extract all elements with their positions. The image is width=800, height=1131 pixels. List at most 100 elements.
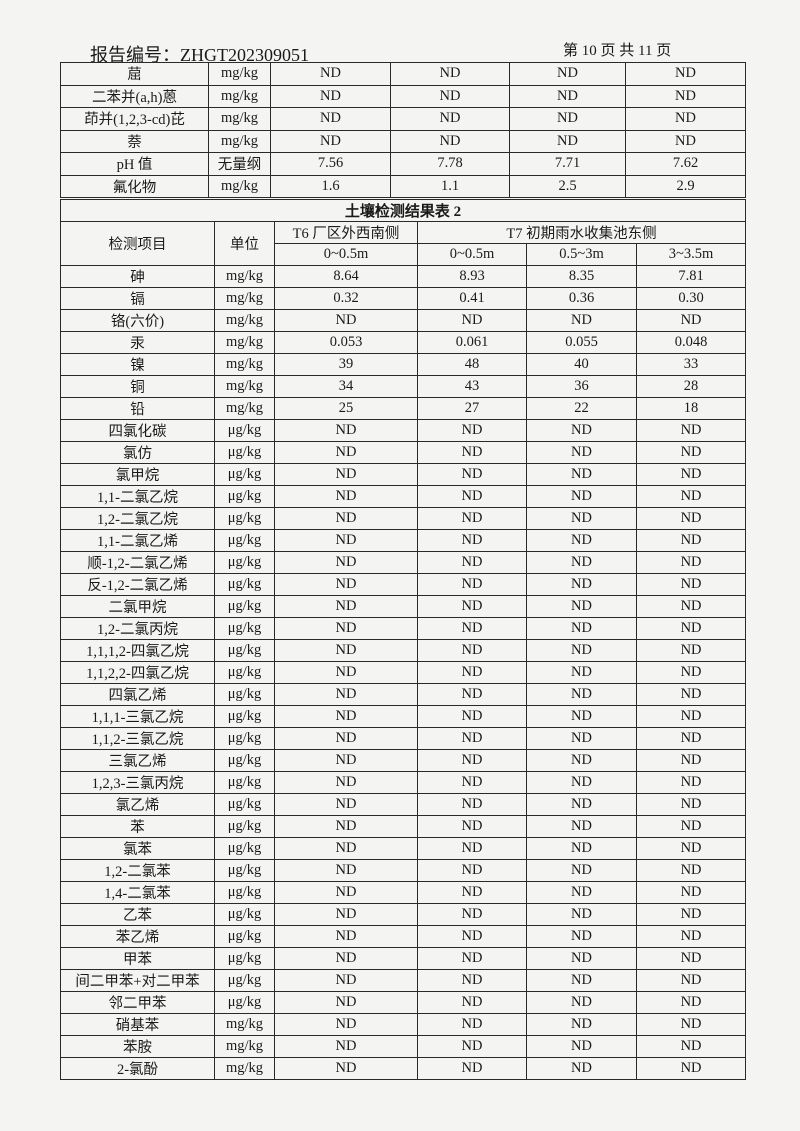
table-row: pH 值无量纲 7.56 7.78 7.71 7.62 (60, 152, 746, 176)
value-t6-0-0.5m: ND (274, 748, 418, 772)
value-t7-3-3.5m: ND (625, 84, 746, 108)
page-indicator: 第 10 页 共 11 页 (563, 43, 672, 59)
table-row: 茚并(1,2,3-cd)芘 mg/kg ND ND ND ND (60, 107, 746, 131)
value-t6-0-0.5m: ND (274, 528, 418, 552)
item-name: 镍 (60, 352, 215, 376)
item-name: 1,2-二氯丙烷 (60, 616, 215, 640)
unit: μg/kg (214, 572, 275, 596)
table-row: 二氯甲烷 μg/kg ND ND ND ND (60, 594, 747, 618)
value-t7-3-3.5m: ND (635, 440, 747, 464)
value-t7-0.5-3m: ND (526, 1012, 637, 1036)
value-t7-0-0.5m: ND (417, 726, 527, 750)
value-t7-3-3.5m: ND (625, 107, 746, 131)
item-name: 苯胺 (60, 1034, 215, 1058)
value-t7-0-0.5m: 48 (417, 352, 527, 376)
unit: mg/kg (214, 1034, 275, 1058)
value-t7-0-0.5m: ND (417, 880, 527, 904)
unit: mg/kg (214, 396, 275, 420)
item-name: 1,2,3-三氯丙烷 (60, 770, 215, 794)
value-t7-0-0.5m: ND (417, 418, 527, 442)
table-row: 间二甲苯+对二甲苯 μg/kg ND ND ND ND (60, 968, 747, 992)
value-t7-0-0.5m: ND (417, 660, 527, 684)
value-t7-0-0.5m: ND (390, 84, 510, 108)
value-t7-3-3.5m: 18 (635, 396, 747, 420)
table-row: 1,1-二氯乙烷 μg/kg ND ND ND ND (60, 484, 747, 508)
value-t7-3-3.5m: ND (635, 726, 747, 750)
table-row: 1,1-二氯乙烯 μg/kg ND ND ND ND (60, 528, 747, 552)
item-name: 1,2-二氯乙烷 (60, 506, 215, 530)
value-t7-3-3.5m: ND (635, 880, 747, 904)
table-row: 1,2-二氯丙烷 μg/kg ND ND ND ND (60, 616, 747, 640)
unit: μg/kg (214, 418, 275, 442)
value-t7-3-3.5m: ND (635, 418, 747, 442)
table-row: 1,2,3-三氯丙烷 μg/kg ND ND ND ND (60, 770, 747, 794)
value-t7-3-3.5m: ND (635, 462, 747, 486)
item-name: 铜 (60, 374, 215, 398)
value-t7-0.5-3m: 0.055 (526, 330, 637, 354)
value-t7-3-3.5m: ND (635, 682, 747, 706)
unit: μg/kg (214, 440, 275, 464)
value-t7-0.5-3m: ND (526, 528, 637, 552)
item-name: 反-1,2-二氯乙烯 (60, 572, 215, 596)
item-name: 1,1,2-三氯乙烷 (60, 726, 215, 750)
value-t7-0-0.5m: ND (417, 1056, 527, 1080)
value-t6-0-0.5m: 0.32 (274, 286, 418, 310)
value-t6-0-0.5m: 39 (274, 352, 418, 376)
table-row: 1,4-二氯苯 μg/kg ND ND ND ND (60, 880, 747, 904)
value-t6-0-0.5m: ND (274, 836, 418, 860)
value-t7-3-3.5m: ND (635, 902, 747, 926)
value-t7-0.5-3m: ND (526, 550, 637, 574)
value-t7-0-0.5m: ND (417, 638, 527, 662)
unit: mg/kg (208, 84, 271, 108)
value-t6-0-0.5m: 7.56 (270, 152, 391, 176)
value-t7-3-3.5m: ND (635, 660, 747, 684)
item-name: 镉 (60, 286, 215, 310)
value-t6-0-0.5m: ND (274, 902, 418, 926)
value-t7-0.5-3m: ND (509, 62, 626, 86)
value-t7-0.5-3m: ND (526, 1056, 637, 1080)
value-t7-0-0.5m: ND (417, 770, 527, 794)
value-t7-0-0.5m: ND (390, 62, 510, 86)
item-name: 氯乙烯 (60, 792, 215, 816)
value-t7-0.5-3m: 7.71 (509, 152, 626, 176)
value-t6-0-0.5m: ND (274, 946, 418, 970)
item-name: 氯苯 (60, 836, 215, 860)
table-row: 䓛 mg/kg ND ND ND ND (60, 62, 746, 86)
unit: mg/kg (214, 1056, 275, 1080)
value-t7-0-0.5m: 0.061 (417, 330, 527, 354)
unit: μg/kg (214, 726, 275, 750)
value-t7-0-0.5m: ND (417, 550, 527, 574)
value-t7-0.5-3m: 0.36 (526, 286, 637, 310)
item-name: 铬(六价) (60, 308, 215, 332)
value-t6-0-0.5m: ND (270, 62, 391, 86)
header-site-t6: T6 厂区外西南侧 (274, 221, 418, 244)
item-name: 䓛 (60, 62, 209, 86)
value-t7-3-3.5m: 0.048 (635, 330, 747, 354)
unit: μg/kg (214, 660, 275, 684)
value-t7-0-0.5m: ND (417, 924, 527, 948)
item-name: 1,1,1,2-四氯乙烷 (60, 638, 215, 662)
unit: μg/kg (214, 682, 275, 706)
value-t6-0-0.5m: ND (274, 968, 418, 992)
value-t6-0-0.5m: ND (274, 550, 418, 574)
item-name: 硝基苯 (60, 1012, 215, 1036)
value-t7-0.5-3m: ND (526, 968, 637, 992)
table-row: 镉 mg/kg 0.32 0.41 0.36 0.30 (60, 286, 747, 310)
value-t7-0-0.5m: ND (417, 462, 527, 486)
value-t7-0-0.5m: ND (417, 506, 527, 530)
unit: μg/kg (214, 968, 275, 992)
value-t7-3-3.5m: ND (635, 506, 747, 530)
value-t7-0-0.5m: ND (417, 704, 527, 728)
value-t7-0-0.5m: ND (417, 484, 527, 508)
table-row: 汞 mg/kg 0.053 0.061 0.055 0.048 (60, 330, 747, 354)
unit: μg/kg (214, 946, 275, 970)
unit: μg/kg (214, 902, 275, 926)
unit: μg/kg (214, 814, 275, 838)
item-name: 茚并(1,2,3-cd)芘 (60, 107, 209, 131)
value-t7-0.5-3m: ND (526, 814, 637, 838)
table-row: 1,1,2-三氯乙烷 μg/kg ND ND ND ND (60, 726, 747, 750)
value-t6-0-0.5m: ND (274, 484, 418, 508)
value-t6-0-0.5m: 25 (274, 396, 418, 420)
header-depth: 0.5~3m (526, 243, 637, 266)
item-name: 砷 (60, 264, 215, 288)
